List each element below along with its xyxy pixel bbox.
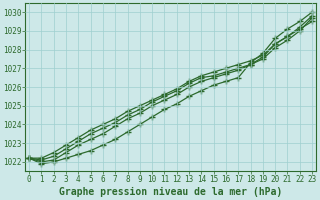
X-axis label: Graphe pression niveau de la mer (hPa): Graphe pression niveau de la mer (hPa) [59,187,282,197]
